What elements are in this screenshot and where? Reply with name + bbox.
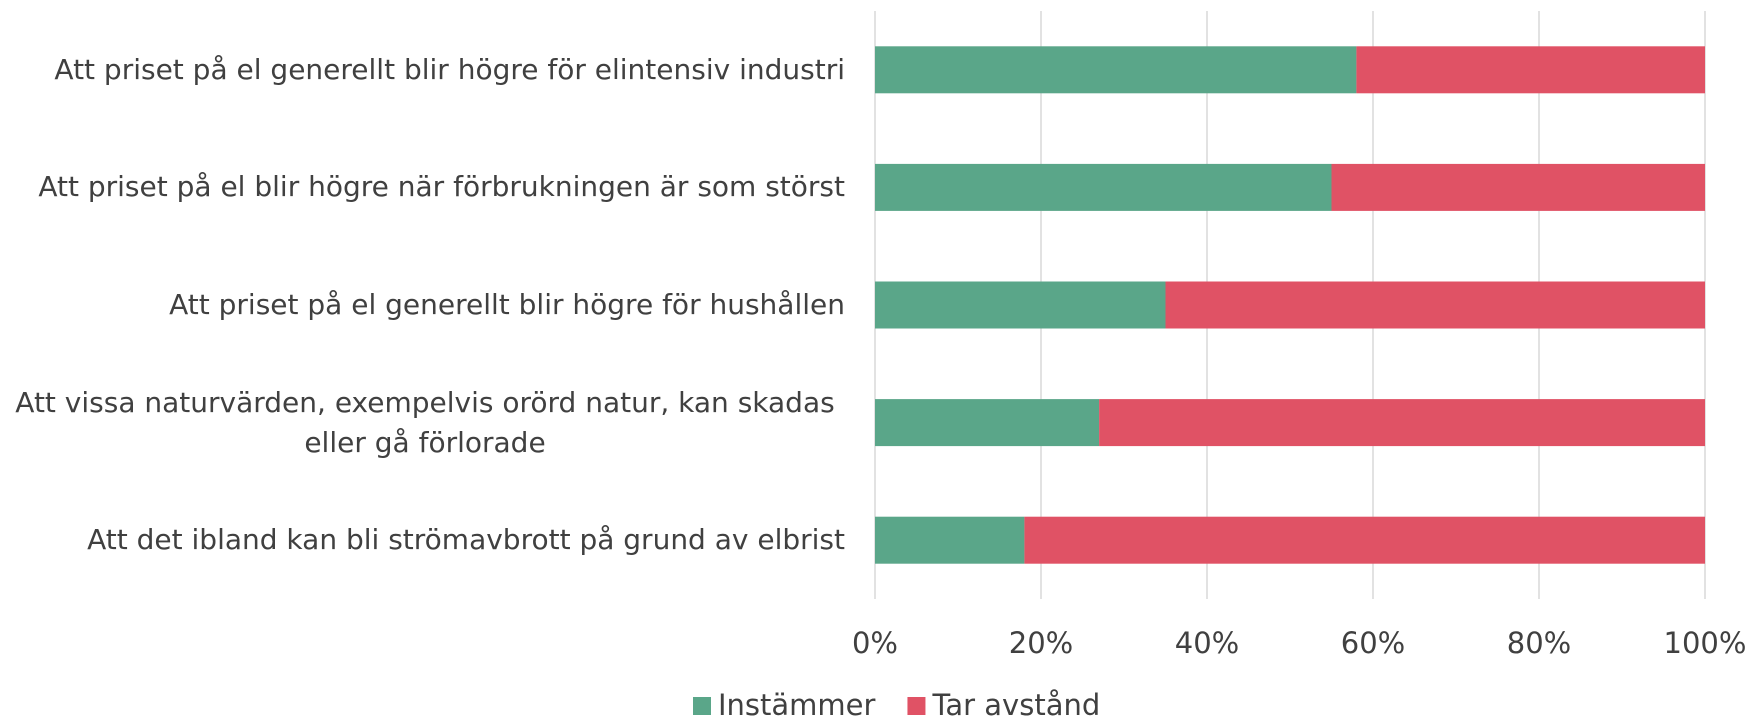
legend-swatch (907, 697, 926, 715)
bar-segment (875, 46, 1357, 94)
bar-segment (1356, 46, 1705, 94)
y-tick-label: Att priset på el generellt blir högre fö… (54, 52, 845, 86)
y-tick-label: Att priset på el blir högre när förbrukn… (38, 170, 845, 204)
bar-segment (1331, 163, 1705, 211)
bar-segment (1099, 399, 1705, 447)
bar-segment (875, 516, 1025, 564)
x-tick-label: 20% (1009, 626, 1073, 660)
bar-segment (1024, 516, 1705, 564)
x-tick-label: 60% (1341, 626, 1405, 660)
legend-swatch (693, 697, 711, 715)
y-tick-label: Att det ibland kan bli strömavbrott på g… (87, 523, 845, 557)
bar-segment (875, 399, 1100, 447)
bar-segment (1165, 281, 1705, 329)
x-tick-label: 80% (1507, 626, 1571, 660)
bar-segment (875, 281, 1166, 329)
y-tick-label: Att priset på el generellt blir högre fö… (169, 288, 845, 321)
x-tick-label: 100% (1664, 626, 1747, 660)
bar-segment (875, 163, 1332, 211)
legend-label: Tar avstånd (931, 688, 1100, 721)
x-tick-label: 40% (1175, 626, 1239, 660)
legend-label: Instämmer (718, 688, 876, 721)
y-tick-label: Att vissa naturvärden, exempelvis orörd … (15, 385, 835, 459)
x-tick-label: 0% (852, 626, 898, 660)
